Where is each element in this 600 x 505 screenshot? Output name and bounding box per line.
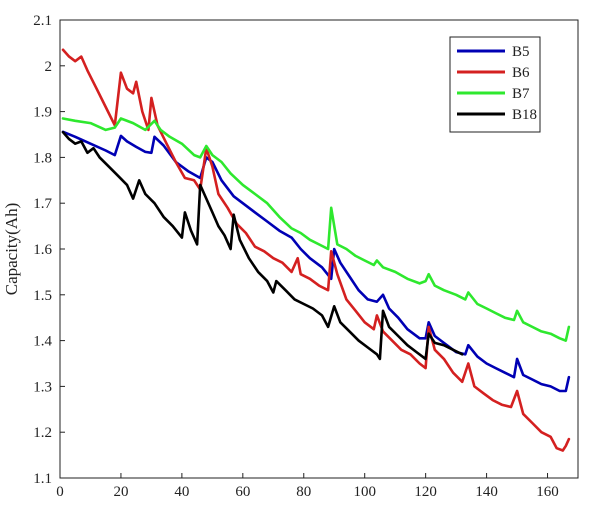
- series-line-b6: [61, 48, 571, 452]
- x-tick-label: 80: [296, 484, 311, 500]
- legend-box: [449, 36, 541, 133]
- y-tick-label: 1.5: [33, 288, 52, 304]
- y-tick-label: 1.1: [33, 471, 52, 487]
- x-tick-label: 0: [56, 484, 64, 500]
- x-tick-label: 60: [235, 484, 250, 500]
- legend-label-b5: B5: [512, 44, 530, 60]
- x-tick-label: 100: [353, 484, 376, 500]
- y-axis-ticks: 1.1 1.2 1.3 1.4 1.5 1.6 1.7 1.8 1.9 2 2.1: [33, 13, 65, 487]
- x-tick-label: 40: [174, 484, 189, 500]
- x-tick-label: 20: [113, 484, 128, 500]
- legend-label-b7: B7: [512, 86, 530, 102]
- x-tick-label: 140: [475, 484, 498, 500]
- x-tick-label: 160: [536, 484, 559, 500]
- y-tick-label: 1.8: [33, 150, 52, 166]
- legend-label-b18: B18: [512, 107, 537, 123]
- legend-label-b6: B6: [512, 65, 530, 81]
- legend: B5 B6 B7 B18: [449, 36, 541, 133]
- series-line-b18: [61, 130, 464, 361]
- x-axis-ticks: 0 20 40 60 80 100 120 140 160: [56, 473, 559, 500]
- series-lines: [61, 48, 571, 452]
- y-tick-label: 1.3: [33, 379, 52, 395]
- y-tick-label: 2.1: [33, 13, 52, 29]
- y-tick-label: 2: [45, 59, 53, 75]
- y-axis-title: Capacity(Ah): [2, 203, 21, 296]
- y-tick-label: 1.4: [33, 334, 52, 350]
- series-line-b7: [61, 117, 571, 342]
- y-tick-label: 1.6: [33, 242, 52, 258]
- series-line-b5: [61, 130, 571, 393]
- y-tick-label: 1.2: [33, 425, 52, 441]
- y-tick-label: 1.9: [33, 105, 52, 121]
- x-tick-label: 120: [414, 484, 437, 500]
- y-tick-label: 1.7: [33, 196, 52, 212]
